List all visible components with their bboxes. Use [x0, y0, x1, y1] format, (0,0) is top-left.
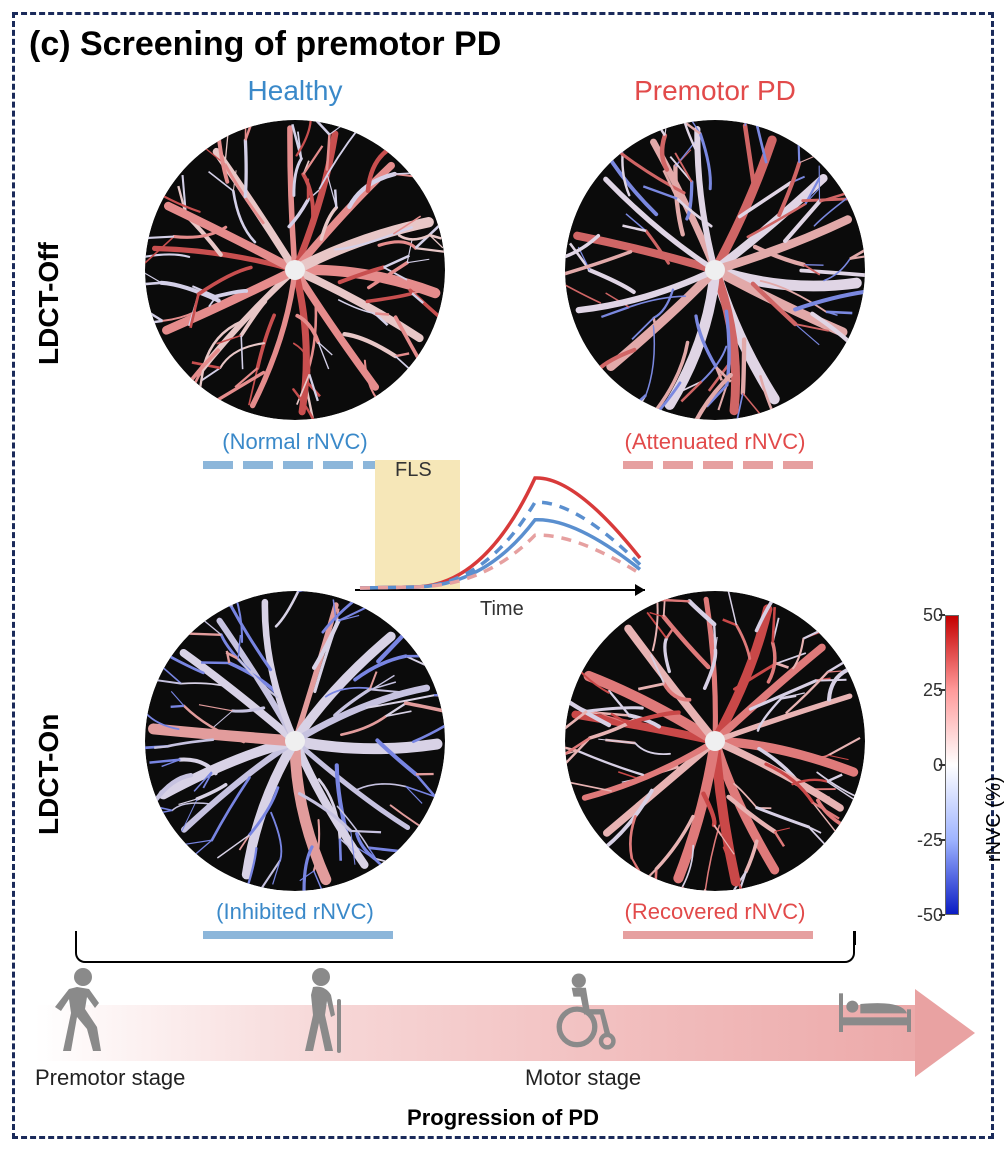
wheelchair-icon [545, 965, 625, 1055]
svg-text:FLS: FLS [395, 460, 432, 481]
cane-icon [285, 965, 365, 1055]
colorbar-tick: 0 [903, 755, 943, 776]
panel-title: (c) Screening of premotor PD [29, 25, 501, 64]
row-label-off: LDCT-Off [33, 242, 65, 365]
svg-text:Time: Time [480, 598, 524, 620]
stage-motor-label: Motor stage [525, 1065, 641, 1091]
caption-recovered: (Recovered rNVC) [555, 899, 875, 925]
bed-icon [835, 965, 915, 1055]
colorbar: rNVC (%) 50250-25-50 [903, 615, 973, 915]
row-label-on: LDCT-On [33, 714, 65, 835]
bracket [75, 945, 855, 963]
caption-normal: (Normal rNVC) [135, 429, 455, 455]
caption-inhibited: (Inhibited rNVC) [135, 899, 455, 925]
colorbar-tick: 25 [903, 680, 943, 701]
mark-healthy-solid [203, 931, 393, 939]
colorbar-label: rNVC (%) [984, 777, 1006, 863]
progression-caption: Progression of PD [15, 1105, 991, 1131]
progression-arrow-body [35, 1005, 925, 1061]
colorbar-tick: 50 [903, 605, 943, 626]
column-label-premotor: Premotor PD [535, 75, 895, 107]
colorbar-tick: -50 [903, 905, 943, 926]
colorbar-tick: -25 [903, 830, 943, 851]
stage-premotor-label: Premotor stage [35, 1065, 185, 1091]
column-label-healthy: Healthy [115, 75, 475, 107]
retina-premotor-off [565, 120, 865, 420]
retina-premotor-on [565, 591, 865, 891]
mini-chart: FLS Time [345, 460, 665, 630]
progression-arrow-head [915, 989, 975, 1077]
mark-premotor-solid [623, 931, 813, 939]
colorbar-gradient [945, 615, 959, 915]
progression-arrow [35, 1005, 975, 1061]
walking-icon [41, 965, 121, 1055]
retina-healthy-off [145, 120, 445, 420]
retina-healthy-on [145, 591, 445, 891]
panel-frame: (c) Screening of premotor PD Healthy Pre… [12, 12, 994, 1139]
caption-attenuated: (Attenuated rNVC) [555, 429, 875, 455]
